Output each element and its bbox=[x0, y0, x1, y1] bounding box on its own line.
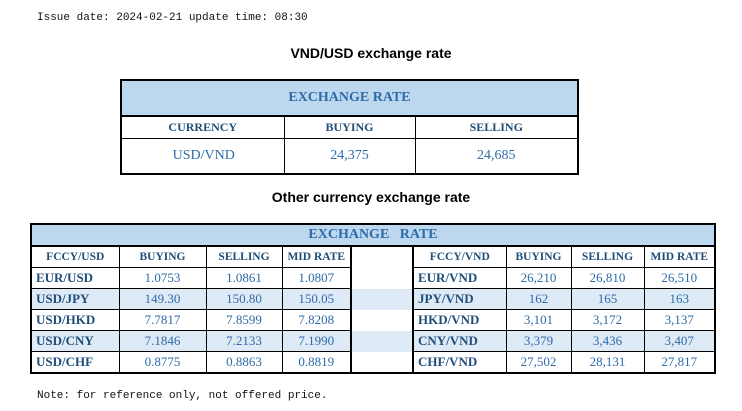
mid-rate-column-header: MID RATE bbox=[281, 245, 352, 268]
selling-column-header: SELLING bbox=[414, 115, 579, 139]
selling-rate-cell: 1.0861 bbox=[205, 267, 283, 289]
pair-cell: CHF/VND bbox=[412, 351, 507, 374]
table-row: EUR/USD 1.0753 1.0861 1.0807 EUR/VND 26,… bbox=[30, 267, 716, 289]
buying-rate-cell: 24,375 bbox=[283, 138, 416, 175]
exchange-rate-banner: EXCHANGE RATE bbox=[30, 223, 716, 247]
buying-rate-cell: 3,101 bbox=[505, 309, 572, 331]
pair-cell: USD/CHF bbox=[30, 351, 120, 374]
table-row: USD/VND 24,375 24,685 bbox=[120, 138, 579, 175]
table-row: USD/JPY 149.30 150.80 150.05 JPY/VND 162… bbox=[30, 288, 716, 310]
pair-cell: EUR/VND bbox=[412, 267, 507, 289]
selling-rate-cell: 0.8863 bbox=[205, 351, 283, 374]
buying-rate-cell: 1.0753 bbox=[118, 267, 207, 289]
issue-date-text: Issue date: 2024-02-21 update time: 08:3… bbox=[37, 12, 308, 24]
buying-rate-cell: 3,379 bbox=[505, 330, 572, 352]
mid-rate-cell: 1.0807 bbox=[281, 267, 352, 289]
spacer-cell bbox=[350, 267, 414, 289]
pair-cell: USD/HKD bbox=[30, 309, 120, 331]
pair-cell: HKD/VND bbox=[412, 309, 507, 331]
spacer-cell bbox=[350, 288, 414, 310]
buying-rate-cell: 26,210 bbox=[505, 267, 572, 289]
selling-rate-cell: 26,810 bbox=[570, 267, 645, 289]
selling-rate-cell: 165 bbox=[570, 288, 645, 310]
selling-rate-cell: 24,685 bbox=[414, 138, 579, 175]
header-row: FCCY/USD BUYING SELLING MID RATE FCCY/VN… bbox=[30, 245, 716, 268]
selling-rate-cell: 28,131 bbox=[570, 351, 645, 374]
pair-cell: JPY/VND bbox=[412, 288, 507, 310]
banner-row: EXCHANGE RATE bbox=[30, 223, 716, 247]
header-row: CURRENCY BUYING SELLING bbox=[120, 115, 579, 139]
spacer-cell bbox=[350, 351, 414, 373]
buying-rate-cell: 7.7817 bbox=[118, 309, 207, 331]
pair-cell: USD/CNY bbox=[30, 330, 120, 352]
buying-rate-cell: 7.1846 bbox=[118, 330, 207, 352]
pair-cell: USD/JPY bbox=[30, 288, 120, 310]
mid-rate-cell: 27,817 bbox=[643, 351, 716, 374]
selling-column-header: SELLING bbox=[205, 245, 283, 268]
selling-rate-cell: 7.8599 bbox=[205, 309, 283, 331]
table-row: USD/CHF 0.8775 0.8863 0.8819 CHF/VND 27,… bbox=[30, 351, 716, 374]
mid-rate-cell: 150.05 bbox=[281, 288, 352, 310]
mid-rate-column-header: MID RATE bbox=[643, 245, 716, 268]
mid-rate-cell: 0.8819 bbox=[281, 351, 352, 374]
fccy-usd-column-header: FCCY/USD bbox=[30, 245, 120, 268]
mid-rate-cell: 7.1990 bbox=[281, 330, 352, 352]
pair-cell: EUR/USD bbox=[30, 267, 120, 289]
currency-cell: USD/VND bbox=[120, 138, 285, 175]
usd-rate-table: EXCHANGE RATE CURRENCY BUYING SELLING US… bbox=[120, 79, 579, 175]
currency-column-header: CURRENCY bbox=[120, 115, 285, 139]
exchange-rate-banner: EXCHANGE RATE bbox=[120, 79, 579, 117]
table-row: USD/HKD 7.7817 7.8599 7.8208 HKD/VND 3,1… bbox=[30, 309, 716, 331]
buying-column-header: BUYING bbox=[283, 115, 416, 139]
table-row: USD/CNY 7.1846 7.2133 7.1990 CNY/VND 3,3… bbox=[30, 330, 716, 352]
spacer-cell bbox=[350, 330, 414, 352]
fccy-vnd-column-header: FCCY/VND bbox=[412, 245, 507, 268]
mid-rate-cell: 26,510 bbox=[643, 267, 716, 289]
buying-column-header: BUYING bbox=[505, 245, 572, 268]
mid-rate-cell: 3,407 bbox=[643, 330, 716, 352]
selling-rate-cell: 3,436 bbox=[570, 330, 645, 352]
banner-row: EXCHANGE RATE bbox=[120, 79, 579, 117]
buying-column-header: BUYING bbox=[118, 245, 207, 268]
selling-rate-cell: 150.80 bbox=[205, 288, 283, 310]
buying-rate-cell: 0.8775 bbox=[118, 351, 207, 374]
buying-rate-cell: 27,502 bbox=[505, 351, 572, 374]
spacer-cell bbox=[350, 246, 414, 268]
selling-rate-cell: 3,172 bbox=[570, 309, 645, 331]
usd-table-title: VND/USD exchange rate bbox=[290, 45, 452, 61]
pair-cell: CNY/VND bbox=[412, 330, 507, 352]
other-table-title: Other currency exchange rate bbox=[271, 189, 471, 205]
spacer-cell bbox=[350, 309, 414, 331]
mid-rate-cell: 7.8208 bbox=[281, 309, 352, 331]
mid-rate-cell: 3,137 bbox=[643, 309, 716, 331]
buying-rate-cell: 162 bbox=[505, 288, 572, 310]
other-rate-table: EXCHANGE RATE FCCY/USD BUYING SELLING MI… bbox=[30, 223, 717, 374]
mid-rate-cell: 163 bbox=[643, 288, 716, 310]
buying-rate-cell: 149.30 bbox=[118, 288, 207, 310]
note-text: Note: for reference only, not offered pr… bbox=[37, 390, 328, 402]
selling-column-header: SELLING bbox=[570, 245, 645, 268]
selling-rate-cell: 7.2133 bbox=[205, 330, 283, 352]
